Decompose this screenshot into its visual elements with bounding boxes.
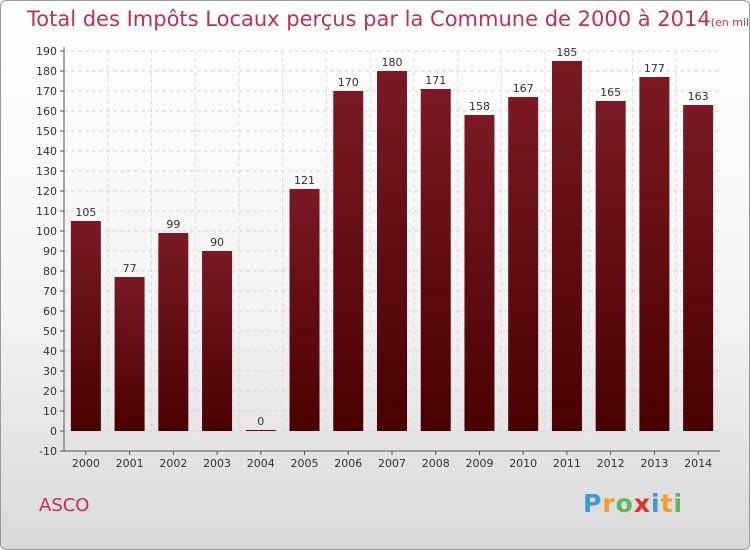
axes: -10 0 10 20 30 40 50 60 70 80 90 100 110 120 130 140 150… — [36, 45, 720, 470]
y-tick-label: 130 — [36, 165, 57, 178]
x-tick-label: 2002 — [159, 457, 187, 470]
x-tick-label: 2012 — [597, 457, 625, 470]
bar-2010 — [508, 97, 539, 431]
y-tick-label: 100 — [36, 225, 57, 238]
value-label: 99 — [166, 218, 180, 231]
y-tick-label: 120 — [36, 185, 57, 198]
bars: 105 77 99 90 0 121 170 180 171 158 167 185 165 177 163 — [70, 46, 714, 431]
y-tick-label: 40 — [43, 345, 57, 358]
value-label: 121 — [294, 174, 315, 187]
x-tick-label: 2005 — [291, 457, 319, 470]
y-tick-label: 140 — [36, 145, 57, 158]
bar-2013 — [639, 77, 670, 431]
y-tick-label: 190 — [36, 45, 57, 58]
value-label: 90 — [210, 236, 224, 249]
bar-2001 — [114, 277, 145, 431]
value-label: 177 — [644, 62, 665, 75]
commune-name: ASCO — [39, 495, 90, 516]
x-tick-label: 2011 — [553, 457, 581, 470]
x-tick-label: 2000 — [72, 457, 100, 470]
y-tick-label: 180 — [36, 65, 57, 78]
value-label: 171 — [425, 74, 446, 87]
y-tick-label: 80 — [43, 265, 57, 278]
bar-2009 — [464, 115, 495, 431]
x-tick-label: 2009 — [465, 457, 493, 470]
bar-2008 — [420, 89, 451, 431]
x-tick-label: 2007 — [378, 457, 406, 470]
chart-title: Total des Impôts Locaux perçus par la Co… — [27, 7, 750, 31]
value-label: 105 — [75, 206, 96, 219]
value-label: 0 — [257, 415, 264, 428]
chart-title-unit: (en milliers d'€) — [710, 16, 750, 29]
x-tick-label: 2001 — [116, 457, 144, 470]
y-tick-label: 60 — [43, 305, 57, 318]
bar-2000 — [70, 221, 101, 431]
logo-letter: P — [583, 489, 603, 518]
y-tick-label: 160 — [36, 105, 57, 118]
proxiti-logo: Proxiti — [583, 489, 683, 518]
y-tick-label: 20 — [43, 385, 57, 398]
x-tick-label: 2004 — [247, 457, 275, 470]
value-label: 163 — [688, 90, 709, 103]
bar-2004 — [245, 430, 276, 431]
bar-2005 — [289, 189, 320, 431]
x-tick-label: 2014 — [684, 457, 712, 470]
y-tick-label: 10 — [43, 405, 57, 418]
bar-2014 — [683, 105, 714, 431]
y-tick-label: 0 — [50, 425, 57, 438]
y-tick-label: 150 — [36, 125, 57, 138]
bar-2003 — [202, 251, 233, 431]
y-tick-label: 90 — [43, 245, 57, 258]
bar-2002 — [158, 233, 189, 431]
y-tick-label: 30 — [43, 365, 57, 378]
logo-letter: i — [651, 489, 661, 518]
value-label: 158 — [469, 100, 490, 113]
y-tick-label: 50 — [43, 325, 57, 338]
bar-2007 — [377, 71, 407, 431]
logo-letter: r — [602, 489, 616, 518]
logo-letter: i — [673, 489, 684, 518]
chart-title-main: Total des Impôts Locaux perçus par la Co… — [27, 7, 711, 31]
value-label: 165 — [600, 86, 621, 99]
x-tick-label: 2003 — [203, 457, 231, 470]
value-label: 170 — [338, 76, 359, 89]
bar-2011 — [551, 61, 582, 431]
x-tick-label: 2006 — [334, 457, 362, 470]
y-tick-label: 110 — [36, 205, 57, 218]
logo-letter: o — [615, 489, 634, 518]
logo-letter: x — [633, 489, 651, 518]
bar-2006 — [333, 91, 364, 431]
y-tick-label: 170 — [36, 85, 57, 98]
bar-2012 — [595, 101, 626, 431]
value-label: 185 — [556, 46, 577, 59]
value-label: 77 — [123, 262, 137, 275]
x-tick-label: 2008 — [422, 457, 450, 470]
value-label: 167 — [513, 82, 534, 95]
y-tick-label: 70 — [43, 285, 57, 298]
logo-letter: t — [660, 489, 674, 518]
value-label: 180 — [382, 56, 403, 69]
x-tick-label: 2013 — [640, 457, 668, 470]
y-tick-label: -10 — [39, 445, 57, 458]
x-tick-label: 2010 — [509, 457, 537, 470]
